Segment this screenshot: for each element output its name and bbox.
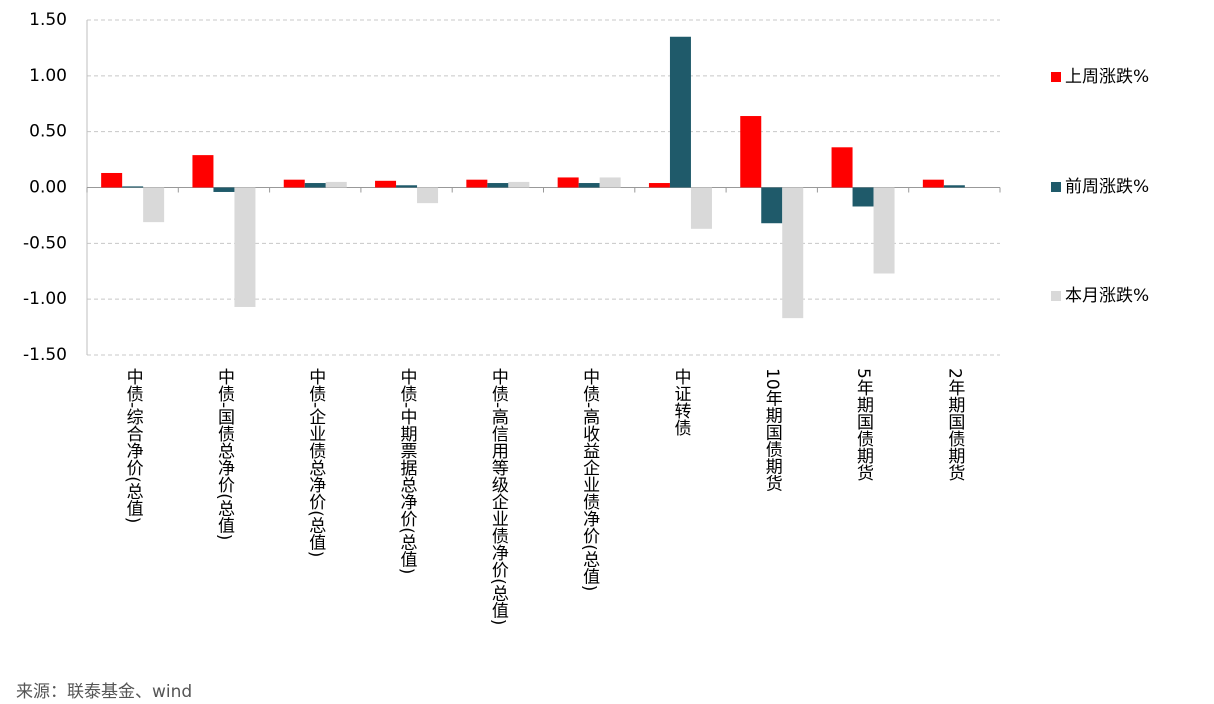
bar (943, 185, 965, 188)
bar (852, 187, 874, 207)
x-tick-label: 中债-高信用等级企业债净价(总值) (487, 368, 508, 626)
legend-swatch (1051, 291, 1061, 301)
y-tick-label: 1.50 (29, 10, 67, 30)
bar (648, 183, 670, 188)
bar (599, 177, 621, 188)
bar (213, 187, 235, 192)
y-tick-label: -1.50 (23, 345, 67, 365)
x-tick-label: 2年期国债期货 (944, 368, 965, 481)
bar (234, 187, 256, 307)
bar (375, 180, 397, 188)
bar (487, 183, 509, 188)
x-tick-label: 中债-国债总净价(总值) (213, 368, 234, 541)
bar (761, 187, 783, 224)
y-tick-label: -1.00 (23, 289, 67, 309)
bar (578, 183, 600, 188)
bar (873, 187, 895, 274)
legend-swatch (1051, 182, 1061, 192)
source: 来源：联泰基金、wind (16, 682, 193, 702)
y-tick-label: 1.00 (29, 66, 67, 86)
x-tick-label: 5年期国债期货 (853, 368, 874, 481)
bar (740, 116, 762, 188)
bar (192, 155, 214, 188)
bar (143, 187, 165, 223)
bar (283, 179, 305, 188)
y-tick-label: -0.50 (23, 233, 67, 253)
x-tick-label: 中债-高收益企业债净价(总值) (579, 368, 600, 592)
bar (557, 177, 579, 188)
bar (782, 187, 804, 319)
bar (325, 181, 347, 188)
legend-label: 前周涨跌% (1065, 177, 1149, 197)
x-tick-label: 中债-企业债总净价(总值) (305, 368, 326, 558)
x-tick-label: 中证转债 (670, 368, 691, 436)
bar (669, 36, 691, 188)
bar (508, 181, 530, 188)
x-tick-label: 中债-综合净价(总值) (122, 368, 143, 524)
legend-label: 本月涨跌% (1065, 286, 1149, 306)
legend-swatch (1051, 72, 1061, 82)
bar (831, 147, 853, 188)
bar (417, 187, 439, 204)
bar (304, 183, 326, 188)
bar (690, 187, 712, 229)
y-tick-label: 0.50 (29, 122, 67, 142)
bar (101, 172, 123, 188)
x-tick-label: 中债-中期票据总净价(总值) (396, 368, 417, 575)
bar (122, 186, 144, 188)
bar (922, 179, 944, 188)
bar (396, 185, 418, 188)
y-tick-label: 0.00 (29, 178, 67, 198)
x-tick-label: 10年期国债期货 (761, 368, 782, 492)
legend-label: 上周涨跌% (1065, 67, 1149, 87)
bar (466, 179, 488, 188)
